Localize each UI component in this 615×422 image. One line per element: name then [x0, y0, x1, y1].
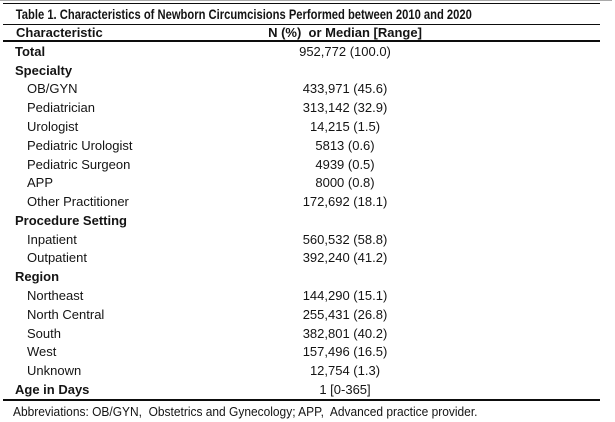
row-label: Inpatient: [27, 231, 77, 247]
table-body: Total 952,772 (100.0) Specialty OB/GYN 433,9…: [3, 42, 600, 401]
table-row: Pediatrician 313,142 (32.9): [3, 98, 600, 117]
table-row: Northeast 144,290 (15.1): [3, 286, 600, 305]
row-label: Other Practitioner: [27, 194, 129, 210]
table-row: Specialty: [3, 61, 600, 80]
row-value: 952,772 (100.0): [299, 43, 391, 59]
table-row: Urologist 14,215 (1.5): [3, 117, 600, 136]
table-title: Table 1. Characteristics of Newborn Circ…: [15, 6, 472, 22]
column-header-value: N (%) or Median [Range]: [268, 25, 422, 40]
row-value: 14,215 (1.5): [309, 119, 381, 135]
row-label: Pediatric Urologist: [27, 137, 133, 153]
row-label: OB/GYN: [27, 81, 78, 97]
row-value: 157,496 (16.5): [302, 344, 388, 360]
column-header-characteristic: Characteristic: [16, 25, 103, 40]
table-row: West 157,496 (16.5): [3, 343, 600, 362]
characteristics-table: Table 1. Characteristics of Newborn Circ…: [3, 3, 600, 419]
abbreviations-text: Abbreviations: OB/GYN, Obstetrics and Gy…: [13, 403, 478, 419]
row-label: North Central: [27, 306, 105, 322]
row-value: 12,754 (1.3): [309, 363, 381, 379]
row-value: 255,431 (26.8): [302, 306, 388, 322]
table-footnote: Abbreviations: OB/GYN, Obstetrics and Gy…: [3, 401, 600, 419]
row-value: 560,532 (58.8): [302, 231, 388, 247]
row-label: Northeast: [27, 288, 84, 304]
row-value: 5813 (0.6): [315, 137, 375, 153]
table-row: Procedure Setting: [3, 211, 600, 230]
row-value: 433,971 (45.6): [302, 81, 388, 97]
row-label: Region: [15, 269, 60, 285]
row-label: APP: [27, 175, 54, 191]
table-row: North Central 255,431 (26.8): [3, 305, 600, 324]
row-label: Procedure Setting: [15, 212, 127, 228]
row-value: 382,801 (40.2): [302, 325, 388, 341]
row-value: 313,142 (32.9): [302, 100, 388, 116]
row-label: Total: [15, 43, 46, 59]
table-header-row: Characteristic N (%) or Median [Range]: [3, 25, 600, 42]
table-row: Pediatric Urologist 5813 (0.6): [3, 136, 600, 155]
table-row: Inpatient 560,532 (58.8): [3, 230, 600, 249]
row-value: 172,692 (18.1): [302, 194, 388, 210]
row-label: South: [27, 325, 61, 341]
table-row: OB/GYN 433,971 (45.6): [3, 80, 600, 99]
row-label: Specialty: [15, 62, 73, 78]
table-row: South 382,801 (40.2): [3, 324, 600, 343]
table-row: Unknown 12,754 (1.3): [3, 361, 600, 380]
row-label: Age in Days: [15, 381, 90, 397]
row-value: 392,240 (41.2): [302, 250, 388, 266]
row-label: Pediatric Surgeon: [27, 156, 131, 172]
row-label: Outpatient: [27, 250, 87, 266]
table-row: APP 8000 (0.8): [3, 173, 600, 192]
table-row: Age in Days 1 [0-365]: [3, 380, 600, 399]
row-value: 144,290 (15.1): [302, 288, 388, 304]
screenshot-edge-line: [0, 0, 612, 1]
row-value: 8000 (0.8): [315, 175, 375, 191]
table-row: Pediatric Surgeon 4939 (0.5): [3, 155, 600, 174]
row-value: 1 [0-365]: [319, 381, 371, 397]
table-row: Outpatient 392,240 (41.2): [3, 249, 600, 268]
row-label: Urologist: [27, 119, 79, 135]
row-label: Pediatrician: [27, 100, 95, 116]
row-label: Unknown: [27, 363, 82, 379]
table-row: Total 952,772 (100.0): [3, 42, 600, 61]
row-value: 4939 (0.5): [315, 156, 375, 172]
row-label: West: [27, 344, 57, 360]
table-row: Region: [3, 267, 600, 286]
table-title-row: Table 1. Characteristics of Newborn Circ…: [3, 3, 600, 25]
table-row: Other Practitioner 172,692 (18.1): [3, 192, 600, 211]
